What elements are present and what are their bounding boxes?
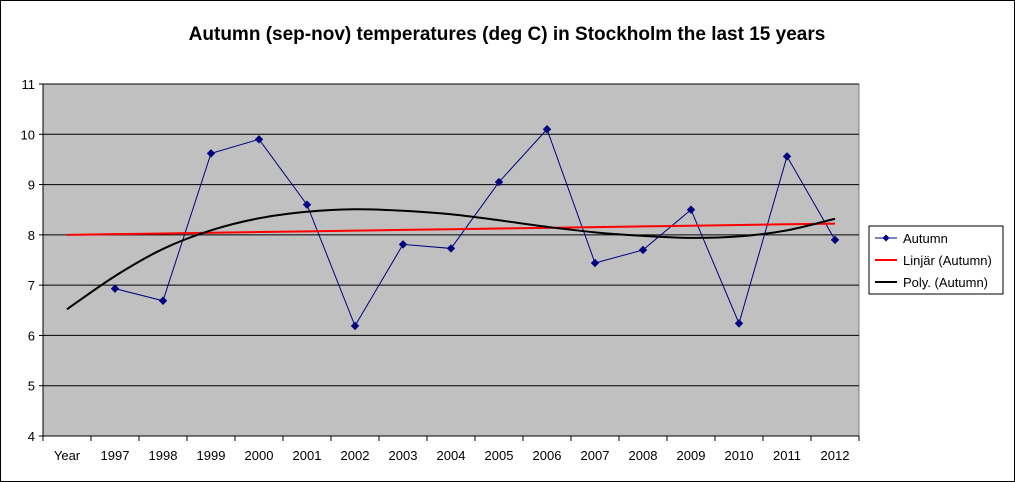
- x-tick-label: 2002: [341, 448, 370, 463]
- x-tick-label: 1998: [149, 448, 178, 463]
- data-point-1998: [158, 296, 168, 305]
- x-tick-label: 2000: [245, 448, 274, 463]
- data-point-2003: [398, 240, 408, 249]
- data-point-1997: [110, 284, 120, 293]
- y-tick-label: 6: [28, 328, 35, 343]
- x-tick-label: 1999: [197, 448, 226, 463]
- legend-label: Linjär (Autumn): [903, 253, 992, 268]
- x-tick-label: 1997: [101, 448, 130, 463]
- data-point-1999: [206, 149, 216, 158]
- x-tick-label: 2011: [773, 448, 801, 463]
- data-point-2001: [302, 200, 312, 209]
- y-tick-label: 5: [28, 379, 35, 394]
- data-point-2011: [782, 152, 792, 161]
- data-point-2005: [494, 177, 504, 187]
- x-tick-label: 2008: [629, 448, 658, 463]
- series-data: [110, 125, 840, 331]
- data-point-2007: [590, 258, 600, 268]
- x-tick-label: 2005: [485, 448, 514, 463]
- x-tick-label: 2012: [821, 448, 850, 463]
- data-point-2009: [686, 205, 696, 214]
- series-linear-trend: [66, 222, 836, 236]
- y-tick-label: 4: [28, 429, 35, 444]
- data-point-2010: [734, 319, 744, 328]
- x-tick-label: 2006: [533, 448, 562, 463]
- legend-label: Poly. (Autumn): [903, 275, 988, 290]
- x-tick-label: 2003: [389, 448, 418, 463]
- series-layer: [66, 125, 840, 331]
- y-tick-label: 8: [28, 228, 35, 243]
- legend: Autumn Linjär (Autumn) Poly. (Autumn): [868, 225, 1004, 295]
- y-tick-label: 7: [28, 278, 35, 293]
- x-tick-label: 2001: [293, 448, 322, 463]
- x-tick-label: Year: [54, 448, 81, 463]
- gridlines: [43, 83, 859, 387]
- x-tick-label: 2004: [437, 448, 466, 463]
- data-point-2012: [830, 235, 840, 245]
- series-line-polynomial-trend: [66, 208, 836, 311]
- tick-labels: 4 5 6 7 8 9 10 11 Year 1997 1998 1999 2000 2001 2002 20…: [21, 77, 850, 463]
- y-tick-label: 11: [22, 77, 36, 92]
- data-point-2006: [542, 125, 552, 134]
- series-line-data: [114, 128, 836, 328]
- x-tick-label: 2007: [581, 448, 610, 463]
- data-point-2008: [638, 245, 648, 255]
- series-line-linear-trend: [66, 222, 836, 236]
- axes: [39, 83, 860, 441]
- data-point-2002: [350, 321, 360, 331]
- series-polynomial-trend: [66, 208, 836, 311]
- chart-title: Autumn (sep-nov) temperatures (deg C) in…: [189, 24, 826, 45]
- data-point-2000: [254, 135, 264, 144]
- legend-marker: [882, 234, 890, 242]
- x-tick-label: 2009: [677, 448, 706, 463]
- y-tick-label: 9: [28, 178, 35, 193]
- legend-label: Autumn: [903, 231, 948, 246]
- plot-area: [42, 83, 860, 437]
- data-point-2004: [446, 244, 456, 253]
- x-tick-label: 2010: [725, 448, 754, 463]
- y-tick-label: 10: [21, 127, 35, 142]
